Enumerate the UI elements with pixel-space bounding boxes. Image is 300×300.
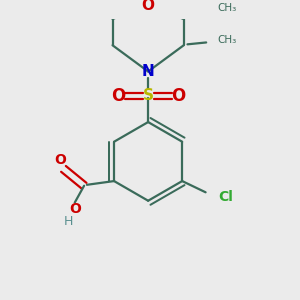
- Text: O: O: [54, 152, 66, 167]
- Text: CH₃: CH₃: [218, 3, 237, 13]
- Text: O: O: [70, 202, 82, 216]
- Text: H: H: [64, 215, 73, 228]
- Text: O: O: [111, 87, 125, 105]
- Text: S: S: [142, 88, 154, 103]
- Text: Cl: Cl: [218, 190, 233, 204]
- Text: O: O: [171, 87, 185, 105]
- Text: N: N: [142, 64, 155, 79]
- Text: O: O: [142, 0, 154, 13]
- Text: CH₃: CH₃: [218, 35, 237, 45]
